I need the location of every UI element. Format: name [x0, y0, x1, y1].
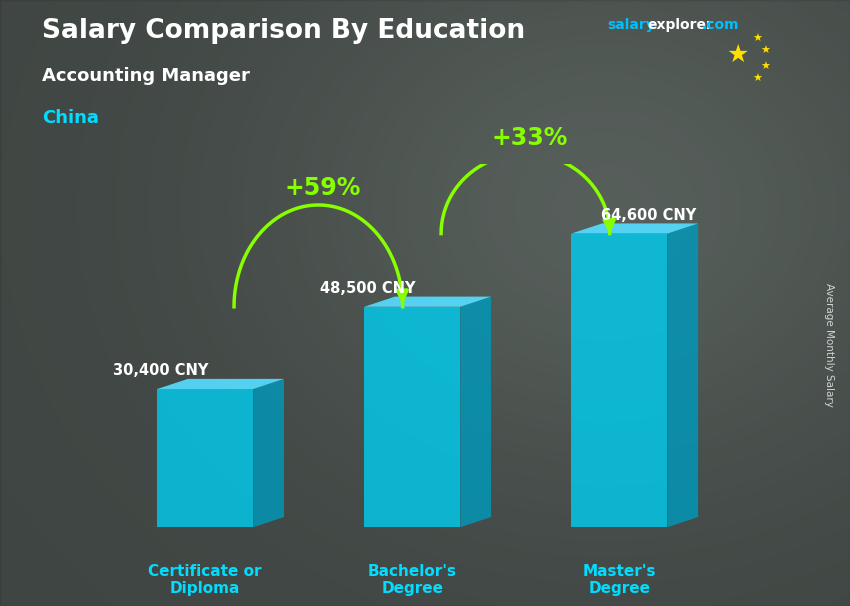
Text: explorer: explorer [648, 18, 714, 32]
Polygon shape [364, 307, 461, 527]
Text: China: China [42, 109, 99, 127]
Text: ★: ★ [760, 62, 770, 72]
Text: Master's
Degree: Master's Degree [582, 564, 656, 596]
Polygon shape [667, 224, 698, 527]
Text: 64,600 CNY: 64,600 CNY [601, 208, 696, 222]
Text: Accounting Manager: Accounting Manager [42, 67, 251, 85]
Text: ★: ★ [752, 33, 762, 44]
Text: Salary Comparison By Education: Salary Comparison By Education [42, 18, 525, 44]
Polygon shape [364, 296, 491, 307]
Text: 30,400 CNY: 30,400 CNY [113, 363, 208, 378]
Text: Average Monthly Salary: Average Monthly Salary [824, 284, 834, 407]
Polygon shape [461, 296, 491, 527]
Polygon shape [253, 379, 284, 527]
FancyArrowPatch shape [604, 219, 615, 231]
Text: 48,500 CNY: 48,500 CNY [320, 281, 416, 296]
Polygon shape [157, 379, 284, 389]
Text: salary: salary [608, 18, 655, 32]
Text: ★: ★ [752, 75, 762, 84]
Text: +33%: +33% [491, 125, 568, 150]
Text: Certificate or
Diploma: Certificate or Diploma [149, 564, 262, 596]
Text: ★: ★ [726, 43, 749, 67]
FancyArrowPatch shape [397, 290, 407, 303]
Polygon shape [571, 224, 698, 233]
Text: ★: ★ [760, 45, 770, 56]
Text: .com: .com [701, 18, 739, 32]
Polygon shape [571, 233, 667, 527]
Text: +59%: +59% [285, 176, 360, 200]
Text: Bachelor's
Degree: Bachelor's Degree [368, 564, 456, 596]
Polygon shape [157, 389, 253, 527]
